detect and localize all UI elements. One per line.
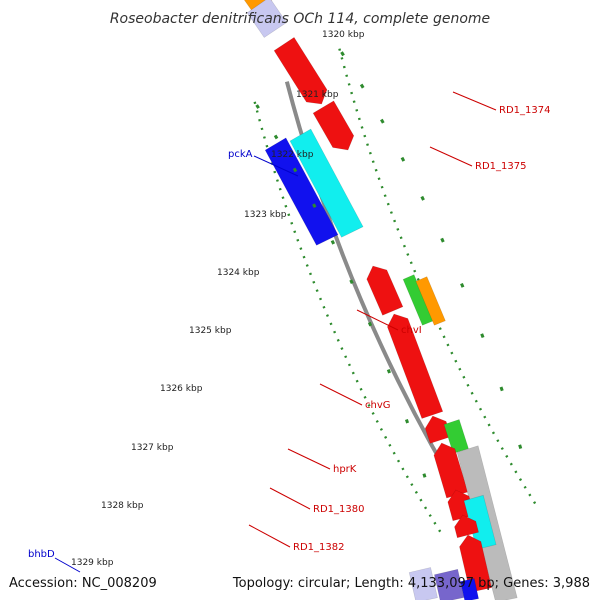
- tick-4: [420, 195, 425, 201]
- feature-rd1-1374: [273, 36, 328, 105]
- topology-text: Topology: circular; Length: 4,133,097 bp…: [232, 576, 590, 591]
- tick-7: [386, 369, 391, 374]
- leader-rd1-1374: [452, 91, 497, 111]
- tick-label-1329: 1329 kbp: [71, 558, 114, 568]
- feature-rd1-1375: [312, 100, 355, 151]
- gene-label-rd1-1380[interactable]: RD1_1380: [313, 504, 364, 515]
- feature-lavender-top: [246, 0, 288, 38]
- leader-rd1-1382: [248, 524, 291, 548]
- tick-label-1326: 1326 kbp: [160, 384, 203, 394]
- tick-label-1325: 1325 kbp: [189, 326, 232, 336]
- tick-8: [499, 386, 504, 392]
- inner-dot-track: [253, 101, 442, 533]
- tick-5: [349, 279, 354, 284]
- tick-7: [480, 333, 485, 339]
- feature-chvg: [387, 313, 444, 419]
- feature-hprk: [443, 419, 469, 454]
- feature-red-1327a: [424, 415, 452, 444]
- track-dots: [253, 48, 539, 533]
- feature-red-1329: [459, 534, 492, 593]
- tick-6: [367, 321, 373, 327]
- tick-3: [312, 203, 317, 208]
- tick-label-1320: 1320 kbp: [322, 30, 365, 40]
- tick-8: [404, 419, 410, 424]
- feature-pcka-blue: [264, 137, 339, 246]
- leader-chvg: [319, 383, 363, 406]
- tick-9: [422, 473, 427, 478]
- feature-bhbd-blue: [460, 578, 479, 600]
- tick-0: [255, 104, 260, 109]
- tick-label-1324: 1324 kbp: [217, 268, 260, 278]
- gene-label-bhbd[interactable]: bhbD: [28, 549, 55, 560]
- tick-9: [518, 444, 523, 449]
- tick-2: [380, 118, 385, 124]
- tick-5: [440, 237, 445, 243]
- feature-lavender-bottom: [408, 567, 438, 600]
- gene-label-hprk[interactable]: hprK: [333, 464, 357, 475]
- tick-3: [400, 156, 406, 162]
- feature-red-1328b: [454, 514, 479, 539]
- leader-hprk: [287, 448, 331, 470]
- leader-rd1-1375: [429, 146, 473, 167]
- leader-bhbd: [54, 557, 81, 573]
- leader-chvi: [356, 309, 399, 331]
- accession-text: Accession: NC_008209: [9, 576, 157, 591]
- tick-label-1321: 1321 kbp: [296, 90, 339, 100]
- tick-label-1323: 1323 kbp: [244, 210, 287, 220]
- map-title: Roseobacter denitrificans OCh 114, compl…: [110, 11, 490, 27]
- gene-label-chvg[interactable]: chvG: [365, 400, 391, 411]
- gene-label-rd1-1382[interactable]: RD1_1382: [293, 542, 344, 553]
- gene-label-rd1-1374[interactable]: RD1_1374: [499, 105, 550, 116]
- gene-label-pcka[interactable]: pckA: [228, 149, 253, 160]
- feature-bhbd-purple: [434, 568, 465, 600]
- tick-label-1328: 1328 kbp: [101, 501, 144, 511]
- tick-4: [330, 239, 336, 245]
- gene-label-rd1-1375[interactable]: RD1_1375: [475, 161, 526, 172]
- label-leaders: [54, 91, 497, 573]
- tick-1: [359, 83, 365, 89]
- tick-marks: [255, 51, 523, 478]
- gene-label-chvi[interactable]: chvI: [401, 325, 422, 336]
- leader-rd1-1380: [269, 487, 311, 510]
- feature-red-1324: [366, 265, 404, 316]
- feature-chvi-orange: [415, 276, 446, 326]
- tick-1: [273, 134, 279, 140]
- tick-label-1327: 1327 kbp: [131, 443, 174, 453]
- leader-pcka: [253, 155, 299, 177]
- tick-6: [460, 282, 465, 288]
- feature-pcka-cyan: [289, 128, 364, 238]
- tick-label-1322: 1322 kbp: [271, 150, 314, 160]
- tick-0: [340, 51, 345, 57]
- tick-2: [292, 167, 298, 173]
- feature-track: [243, 0, 518, 600]
